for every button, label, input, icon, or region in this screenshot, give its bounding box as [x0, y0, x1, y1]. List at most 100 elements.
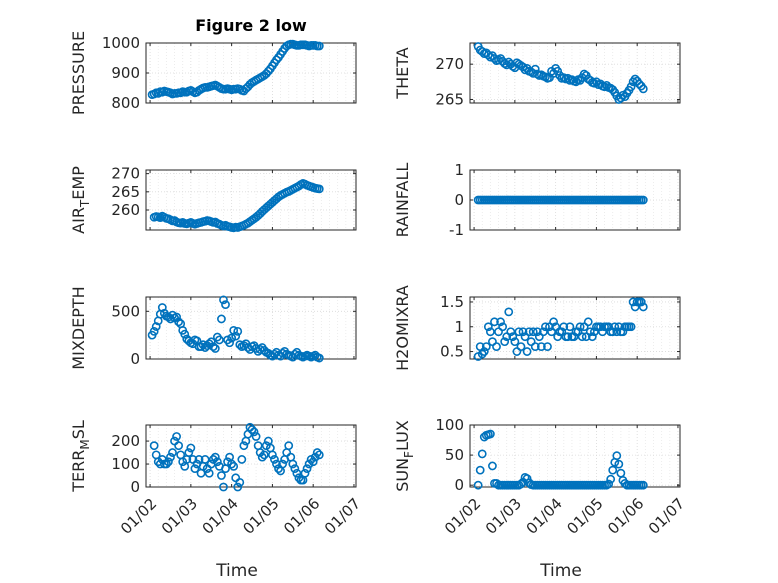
data-point [508, 332, 518, 342]
plot-frame [145, 424, 357, 488]
data-point [229, 325, 239, 335]
x-tick-label: 01/03 [482, 495, 525, 538]
data-point [524, 327, 534, 337]
y-axis-label: MIXDEPTH [69, 286, 88, 369]
y-tick-label: 500 [111, 302, 140, 320]
data-point [227, 333, 237, 343]
x-tick-label: 01/04 [523, 495, 566, 538]
data-point [263, 66, 273, 76]
data-point [612, 451, 622, 461]
x-tick-label: 01/06 [280, 495, 323, 538]
y-tick-label: 1 [454, 318, 464, 336]
data-point [206, 337, 216, 347]
y-axis-label: H2OMIXRA [393, 285, 412, 371]
y-axis-label: PRESSURE [69, 31, 88, 115]
y-tick-label: 50 [445, 446, 464, 464]
data-point [196, 342, 206, 351]
data-point [504, 307, 514, 317]
data-point [164, 457, 173, 467]
y-tick-label: 270 [435, 55, 464, 73]
data-point [608, 465, 618, 475]
x-axis-label: Time [539, 561, 582, 581]
data-point [565, 322, 575, 332]
y-tick-label: 265 [435, 90, 464, 108]
y-axis-label: SUNFLUX [393, 420, 416, 492]
data-point [251, 432, 261, 441]
data-point [249, 427, 259, 437]
data-point [314, 184, 324, 194]
data-point [541, 322, 550, 332]
data-point [628, 297, 638, 307]
data-point [485, 429, 495, 439]
y-tick-label: 270 [111, 165, 140, 183]
plot-area [469, 424, 681, 488]
data-point [492, 342, 501, 351]
y-axis-label: RAINFALL [393, 163, 412, 238]
data-point [208, 342, 218, 351]
data-point [212, 457, 222, 467]
data-point [481, 342, 491, 351]
data-point [314, 41, 324, 51]
y-tick-label: 800 [111, 94, 140, 112]
data-point [151, 322, 161, 331]
data-point [536, 342, 546, 351]
data-point [577, 332, 587, 342]
data-point [157, 303, 167, 312]
data-point [168, 448, 177, 457]
data-point [194, 455, 204, 464]
data-point [235, 478, 245, 487]
plot-frame [145, 296, 357, 360]
subplot-rainfall: -1 0 1 RAINFALL [393, 161, 681, 239]
data-point [553, 66, 563, 76]
data-point [626, 82, 636, 92]
data-point [155, 459, 165, 469]
plot-frame [469, 296, 681, 360]
data-point [204, 468, 214, 478]
data-point [272, 55, 281, 65]
data-point [259, 450, 269, 460]
data-point [272, 459, 281, 469]
data-point [585, 327, 595, 337]
data-point [247, 425, 257, 434]
data-point [475, 465, 485, 475]
data-point [239, 341, 249, 351]
data-point [290, 464, 300, 474]
y-tick-label: -1 [449, 221, 464, 239]
data-point [288, 459, 298, 469]
data-point [257, 452, 267, 462]
data-point [500, 337, 510, 347]
data-point [559, 322, 569, 332]
data-point [490, 54, 499, 63]
subplot-theta: 265 270 THETA [393, 42, 681, 108]
data-point [172, 312, 181, 322]
data-point [528, 327, 538, 337]
y-tick-label: 0 [454, 191, 464, 209]
data-point [490, 317, 499, 327]
y-tick-label: 265 [111, 183, 140, 201]
data-point [612, 327, 622, 337]
data-point [221, 300, 230, 310]
data-point [516, 342, 526, 351]
data-points [147, 295, 324, 363]
data-point [522, 347, 532, 356]
data-point [284, 441, 294, 451]
y-tick-label: 1 [454, 161, 464, 179]
data-point [488, 461, 497, 471]
data-point [514, 327, 524, 337]
x-tick-label: 01/05 [239, 495, 282, 538]
data-point [530, 64, 540, 74]
y-tick-label: 0 [130, 350, 140, 368]
data-point [186, 443, 196, 453]
plot-area [469, 42, 681, 104]
data-point [308, 457, 318, 467]
plot-frame [145, 169, 357, 231]
y-tick-label: 900 [111, 64, 140, 82]
data-point [479, 347, 489, 356]
data-point [614, 459, 624, 469]
data-point [300, 468, 310, 478]
data-point [217, 471, 226, 480]
data-points [149, 422, 324, 492]
